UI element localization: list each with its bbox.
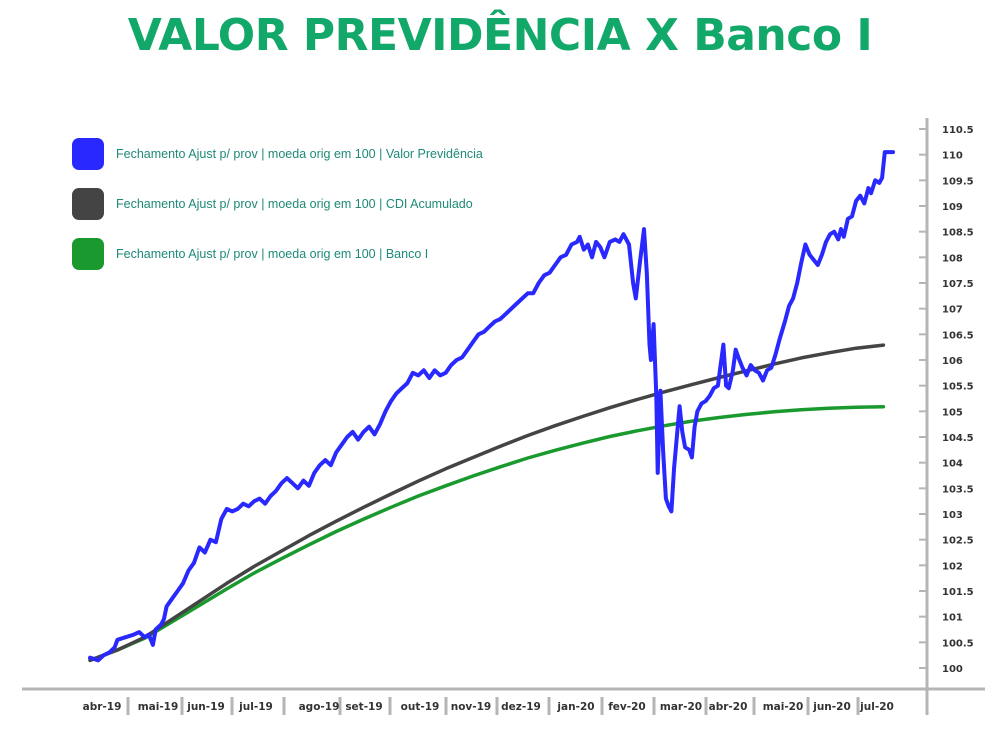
- y-tick-label: 107: [942, 305, 963, 316]
- y-tick-label: 107.5: [942, 279, 974, 290]
- x-tick-label: mar-20: [660, 701, 702, 713]
- legend-label-cdi-acumulado: Fechamento Ajust p/ prov | moeda orig em…: [116, 197, 473, 211]
- x-tick-label: mai-19: [138, 701, 179, 713]
- x-tick-label: abr-19: [83, 701, 122, 713]
- y-tick-label: 110.5: [942, 125, 974, 136]
- legend-swatch-valor-previdencia: [72, 138, 104, 170]
- series-line-valor-previdencia: [88, 150, 895, 663]
- y-tick-label: 105: [942, 407, 963, 418]
- y-tick-label: 108.5: [942, 228, 974, 239]
- x-tick-label: dez-19: [501, 701, 541, 713]
- y-tick-label: 104.5: [942, 433, 974, 444]
- x-tick-label: abr-20: [709, 701, 748, 713]
- x-tick-label: fev-20: [608, 701, 646, 713]
- legend-swatch-banco-i: [72, 238, 104, 270]
- x-tick-label: jun-20: [812, 701, 851, 713]
- x-tick-label: jul-20: [859, 701, 894, 713]
- x-tick-label: ago-19: [299, 701, 340, 713]
- y-tick-label: 108: [942, 253, 963, 264]
- y-tick-label: 104: [942, 459, 963, 470]
- y-tick-label: 100.5: [942, 638, 974, 649]
- legend: Fechamento Ajust p/ prov | moeda orig em…: [72, 138, 483, 290]
- x-tick-label: out-19: [401, 701, 440, 713]
- y-tick-label: 103: [942, 510, 963, 521]
- y-tick-label: 100: [942, 664, 963, 675]
- y-tick-label: 110: [942, 151, 963, 162]
- x-tick-label: jul-19: [238, 701, 273, 713]
- x-tick-label: set-19: [345, 701, 382, 713]
- y-tick-label: 101.5: [942, 587, 974, 598]
- legend-swatch-cdi-acumulado: [72, 188, 104, 220]
- x-tick-label: mai-20: [763, 701, 804, 713]
- y-tick-label: 109: [942, 202, 963, 213]
- x-tick-label: jun-19: [186, 701, 225, 713]
- y-tick-label: 101: [942, 613, 963, 624]
- y-tick-label: 109.5: [942, 176, 974, 187]
- y-tick-label: 102.5: [942, 536, 974, 547]
- y-tick-label: 102: [942, 561, 963, 572]
- legend-label-banco-i: Fechamento Ajust p/ prov | moeda orig em…: [116, 247, 429, 261]
- y-tick-label: 105.5: [942, 382, 974, 393]
- x-tick-label: nov-19: [451, 701, 492, 713]
- series-line-cdi-acumulado: [88, 343, 886, 663]
- legend-item-valor-previdencia: Fechamento Ajust p/ prov | moeda orig em…: [72, 138, 483, 170]
- x-tick-label: jan-20: [556, 701, 594, 713]
- y-tick-label: 103.5: [942, 484, 974, 495]
- chart-title: VALOR PREVIDÊNCIA X Banco I: [127, 10, 873, 61]
- y-tick-label: 106.5: [942, 330, 974, 341]
- legend-item-cdi-acumulado: Fechamento Ajust p/ prov | moeda orig em…: [72, 188, 483, 220]
- y-tick-label: 106: [942, 356, 963, 367]
- legend-label-valor-previdencia: Fechamento Ajust p/ prov | moeda orig em…: [116, 147, 483, 161]
- legend-item-banco-i: Fechamento Ajust p/ prov | moeda orig em…: [72, 238, 483, 270]
- series-line-banco-i: [88, 404, 886, 663]
